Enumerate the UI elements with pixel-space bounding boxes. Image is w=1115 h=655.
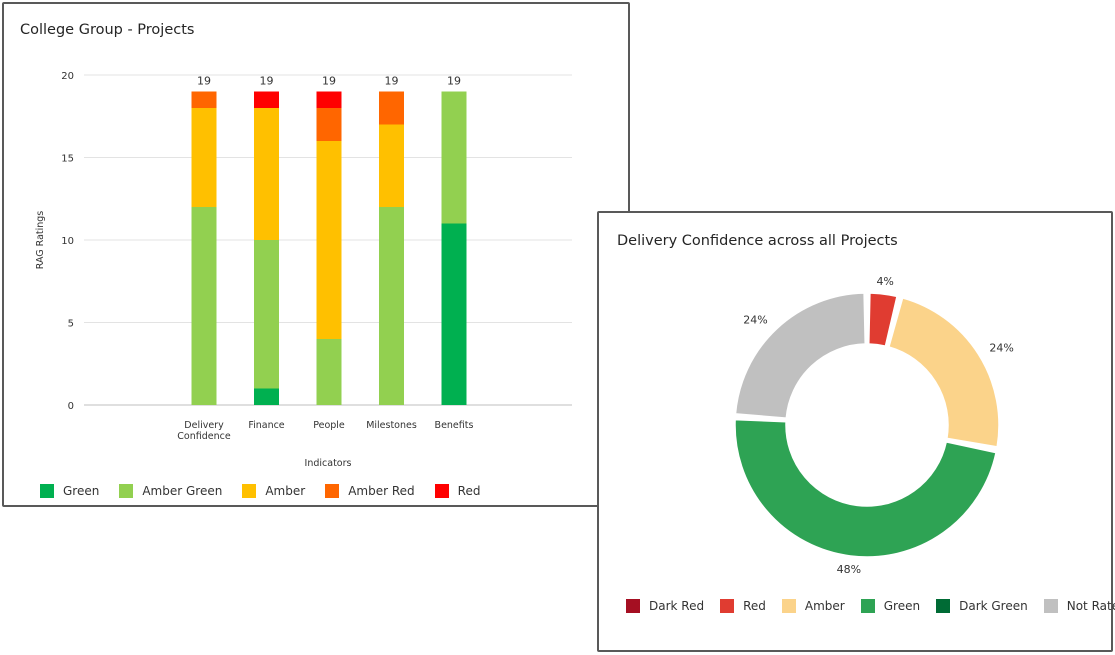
x-tick-label: Delivery [184,420,224,431]
bar-segment-green[interactable] [441,223,467,406]
bar-total-label: 19 [447,75,461,88]
donut-slice-not-rated[interactable] [734,292,866,419]
y-tick-label: 20 [61,71,74,82]
bar-segment-red[interactable] [254,91,279,109]
legend-label: Amber [804,599,845,613]
bar-segment-amber-red[interactable] [379,91,404,125]
y-tick-label: 0 [68,401,74,412]
legend-swatch [936,599,951,613]
legend-swatch [720,599,735,613]
donut-percent-label: 24% [743,313,767,326]
bar-total-label: 19 [322,75,336,88]
donut-chart-panel: Delivery Confidence across all Projects … [597,211,1115,652]
legend-label: Amber Red [348,484,415,498]
legend-item-dark-green[interactable]: Dark Green [936,599,1028,613]
y-tick-label: 5 [68,319,74,330]
bar-segment-amber[interactable] [191,108,217,207]
legend-swatch [325,484,340,498]
donut-chart-title: Delivery Confidence across all Projects [617,233,898,249]
donut-percent-label: 4% [876,275,893,288]
legend-swatch [860,599,875,613]
bar-chart-legend: Green Amber Green Amber Amber Red Red [40,484,500,498]
bar-segment-amber-green[interactable] [254,240,279,389]
legend-label: Red [743,599,766,613]
legend-swatch [40,484,54,498]
bar-segment-amber[interactable] [316,141,342,339]
legend-swatch [1043,599,1058,613]
bar-segment-amber[interactable] [254,108,279,240]
y-axis-label: RAG Ratings [35,211,46,270]
legend-item-red[interactable]: Red [434,484,481,498]
legend-item-amber[interactable]: Amber [242,484,305,498]
bar-chart-panel: College Group - Projects 0 5 10 15 20 RAG Rat… [2,2,630,507]
legend-swatch [626,599,640,613]
x-tick-label: Benefits [435,420,474,431]
x-axis-label: Indicators [305,458,352,469]
legend-item-amber-green[interactable]: Amber Green [119,484,222,498]
legend-item-not-rated[interactable]: Not Rated [1043,599,1115,613]
legend-swatch [119,484,134,498]
x-tick-label: People [313,420,345,431]
bar-segment-green[interactable] [254,388,279,406]
legend-item-amber[interactable]: Amber [781,599,845,613]
bar-segment-amber-red[interactable] [191,91,217,109]
bar-segment-amber-green[interactable] [316,339,342,405]
legend-label: Green [883,599,921,613]
y-tick-label: 15 [61,154,74,165]
donut-slice-red[interactable] [868,292,898,348]
legend-item-amber-red[interactable]: Amber Red [325,484,415,498]
x-tick-label: Milestones [366,420,417,431]
legend-label: Green [63,484,100,498]
stacked-bar-chart: 0 5 10 15 20 RAG Ratings Indicators 19 DeliveryC… [35,71,572,469]
legend-label: Red [457,484,481,498]
bar-segment-amber-green[interactable] [441,91,467,224]
bar-segment-amber[interactable] [379,124,404,208]
bar-total-label: 19 [385,75,399,88]
donut-percent-label: 24% [989,341,1013,354]
donut-slice-green[interactable] [734,418,997,558]
legend-label: Amber [265,484,306,498]
legend-swatch [781,599,796,613]
legend-label: Dark Green [959,599,1028,613]
x-tick-label: Finance [248,420,284,431]
bar-segment-amber-red[interactable] [316,108,342,141]
donut-chart: 4% 24% 48% 24% [734,275,1014,576]
legend-label: Dark Red [649,599,705,613]
y-tick-label: 10 [61,236,74,247]
legend-label: Amber Green [142,484,223,498]
bar-total-label: 19 [260,75,274,88]
donut-chart-legend: Dark Red Red Amber Green Dark Green Not Rated [626,599,1115,613]
legend-item-green[interactable]: Green [40,484,99,498]
legend-item-dark-red[interactable]: Dark Red [626,599,704,613]
legend-swatch [242,484,257,498]
legend-item-green[interactable]: Green [860,599,921,613]
bar-total-label: 19 [197,75,211,88]
donut-slice-amber[interactable] [887,296,1000,448]
bar-segment-amber-green[interactable] [379,207,404,405]
bar-chart-title: College Group - Projects [20,22,195,38]
x-tick-label: Confidence [177,431,231,442]
legend-swatch [434,484,449,498]
legend-label: Not Rated [1066,599,1115,613]
donut-percent-label: 48% [837,563,861,576]
bar-segment-red[interactable] [316,91,342,109]
bar-segment-amber-green[interactable] [191,207,217,405]
legend-item-red[interactable]: Red [720,599,766,613]
